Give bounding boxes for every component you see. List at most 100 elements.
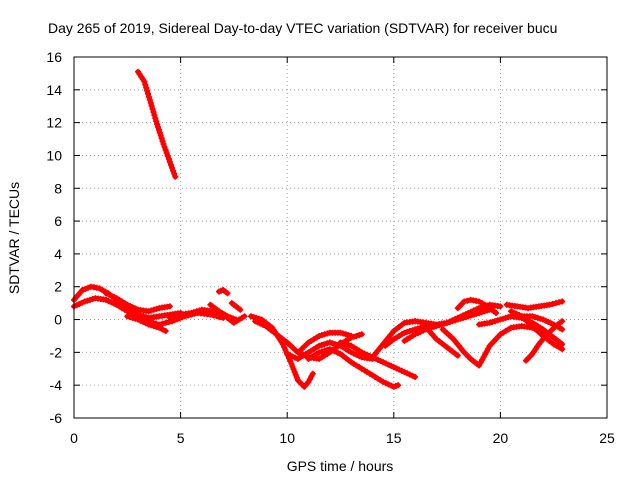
series-arc-15 <box>297 329 355 354</box>
data-point <box>395 382 402 389</box>
data-point <box>142 81 149 88</box>
series-arc-8 <box>216 287 231 297</box>
y-tick-label: 8 <box>54 180 62 196</box>
y-tick-label: -6 <box>50 410 63 426</box>
data-point <box>166 303 173 310</box>
y-tick-label: 6 <box>54 213 62 229</box>
data-point <box>144 87 151 94</box>
data-point <box>559 346 566 353</box>
x-tick-label: 10 <box>279 430 295 446</box>
data-point <box>559 318 566 325</box>
series-arc-22 <box>424 326 461 359</box>
data-point <box>156 324 163 331</box>
data-point <box>152 115 159 122</box>
data-point <box>348 333 355 339</box>
y-tick-label: 4 <box>54 246 62 262</box>
data-point <box>358 331 365 338</box>
data-point <box>82 285 89 292</box>
data-point <box>159 320 166 327</box>
series-arc-24 <box>454 296 500 316</box>
data-point <box>157 132 164 139</box>
data-point <box>281 344 288 350</box>
data-point <box>163 150 170 156</box>
data-point <box>464 297 471 304</box>
y-tick-label: -4 <box>50 377 63 393</box>
data-point <box>412 374 419 380</box>
y-tick-label: -2 <box>50 344 63 360</box>
data-point <box>165 156 172 162</box>
series-arc-16 <box>305 346 402 390</box>
series-arc-1 <box>135 68 179 180</box>
series-arc-21 <box>412 301 504 328</box>
data-point <box>150 109 157 116</box>
series-arc-14 <box>284 339 376 362</box>
data-point <box>155 124 162 131</box>
data-point <box>154 121 161 128</box>
data-point <box>552 300 559 307</box>
data-point <box>162 319 169 326</box>
series-arc-11 <box>224 313 248 326</box>
data-points <box>71 68 566 390</box>
data-point <box>156 126 162 133</box>
y-axis-label: SDTVAR / TECUs <box>6 182 22 294</box>
series-arc-23 <box>439 323 546 369</box>
data-point <box>159 326 166 333</box>
data-point <box>282 346 289 353</box>
series-arc-4 <box>103 290 173 315</box>
y-tick-label: 14 <box>46 82 62 98</box>
series-trace <box>248 313 316 390</box>
data-point <box>169 164 176 171</box>
data-point <box>224 290 231 297</box>
data-point <box>159 138 166 145</box>
series-arc-29 <box>518 313 566 333</box>
data-point <box>162 328 169 334</box>
y-tick-label: 10 <box>46 147 62 163</box>
plot-frame <box>73 56 608 419</box>
y-tick-label: 16 <box>46 49 62 65</box>
axis-ticks: 0 5 10 15 20 25 -6 -4 -2 0 2 4 6 8 10 12 14 16 <box>46 49 615 446</box>
y-tick-label: 0 <box>54 312 62 328</box>
data-point <box>143 84 150 91</box>
data-point <box>293 374 300 381</box>
chart-title: Day 265 of 2019, Sidereal Day-to-day VTE… <box>48 20 557 36</box>
data-point <box>161 144 168 150</box>
data-point <box>493 310 500 316</box>
data-point <box>170 167 177 174</box>
data-point <box>85 284 92 291</box>
data-point <box>79 287 86 293</box>
x-tick-label: 15 <box>386 430 402 446</box>
data-point <box>166 159 173 165</box>
data-point <box>241 313 248 320</box>
series-arc-27 <box>508 308 546 339</box>
data-point <box>149 106 156 112</box>
data-point <box>461 298 468 305</box>
data-point <box>156 129 163 136</box>
data-point <box>160 141 167 147</box>
data-point <box>146 96 153 103</box>
data-point <box>172 173 179 180</box>
data-point <box>290 366 297 373</box>
y-tick-label: 2 <box>54 279 62 295</box>
grid-lines <box>74 57 607 418</box>
series-arc-18 <box>369 318 419 361</box>
data-point <box>153 118 160 125</box>
data-point <box>168 162 174 168</box>
data-point <box>559 326 566 333</box>
data-point <box>162 147 169 153</box>
x-tick-label: 5 <box>177 430 185 446</box>
y-tick-label: 12 <box>46 115 62 131</box>
data-point <box>148 103 155 109</box>
series-arc-10 <box>228 300 244 313</box>
data-point <box>147 99 154 106</box>
data-point <box>164 153 171 159</box>
data-point <box>237 306 244 313</box>
data-point <box>145 90 151 97</box>
x-axis-label: GPS time / hours <box>287 458 394 474</box>
data-point <box>171 170 178 177</box>
series-arc-7 <box>166 306 222 321</box>
x-tick-label: 0 <box>70 430 78 446</box>
series-arc-6 <box>124 313 169 334</box>
data-point <box>454 352 461 359</box>
x-tick-label: 20 <box>493 430 509 446</box>
